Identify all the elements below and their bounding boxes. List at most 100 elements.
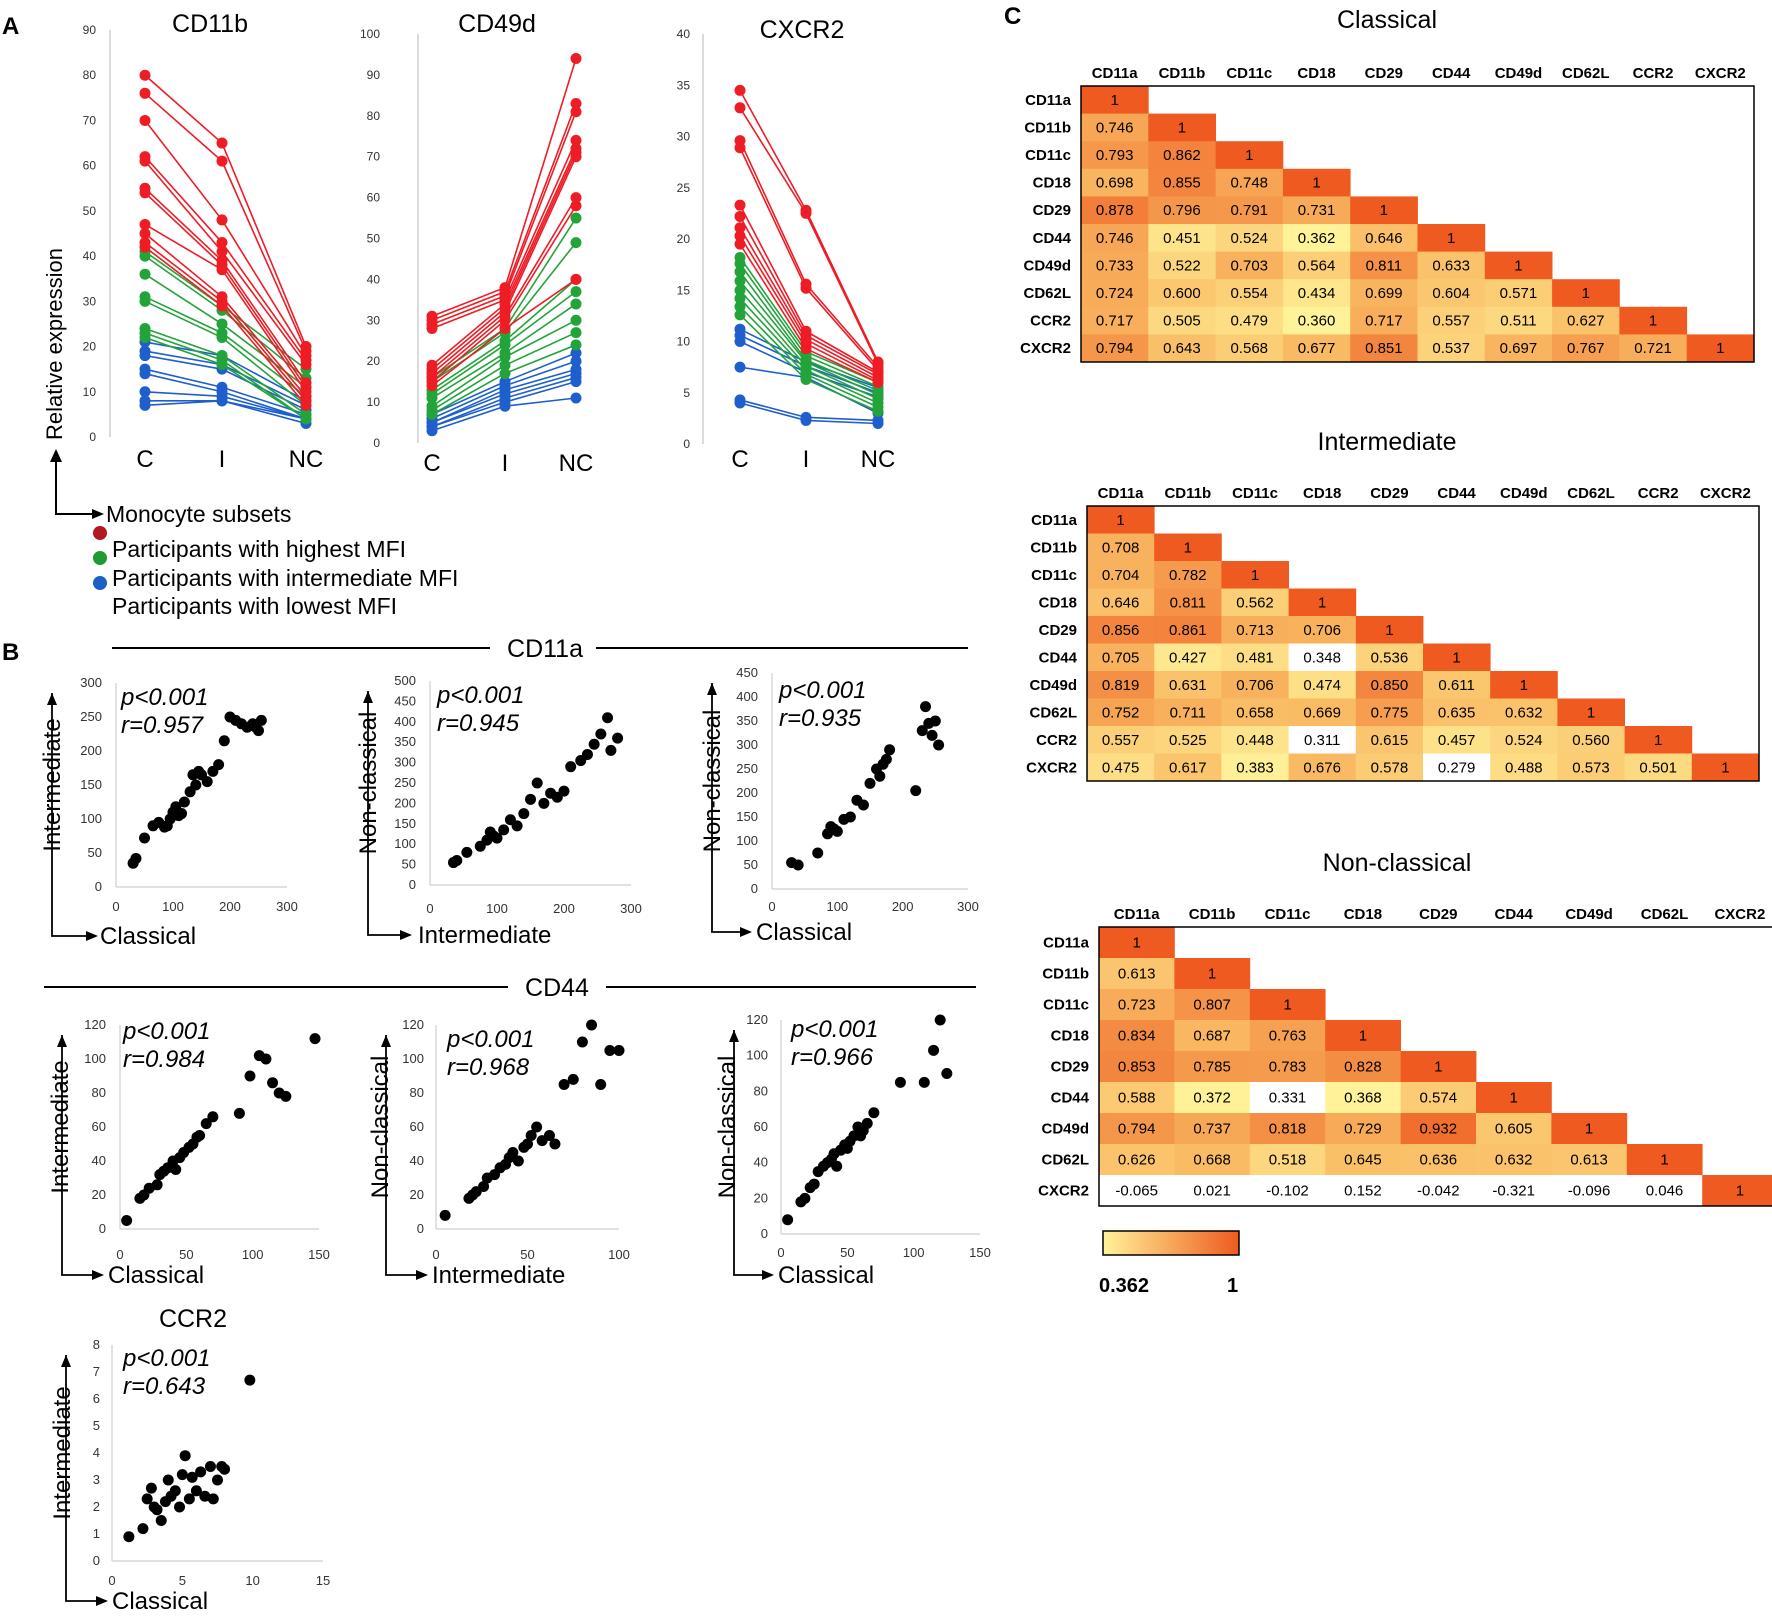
- heatmap-cell: [1355, 753, 1424, 782]
- scatter-point-7: [491, 832, 503, 844]
- scatter-point-10: [831, 1160, 843, 1172]
- heatmap-cell: [1148, 334, 1216, 363]
- series-11-point: [570, 237, 582, 249]
- scatter-point-24: [605, 744, 617, 756]
- heatmap-cell-value: 1: [1514, 257, 1522, 274]
- legend-subsets-label: Monocyte subsets: [106, 501, 291, 527]
- heatmap-cell: [1282, 168, 1351, 197]
- x-tick-label: 10: [245, 1573, 259, 1588]
- x-tick-label: 50: [179, 1247, 193, 1262]
- column-label: CD18: [1344, 906, 1382, 923]
- chart-title: CXCR2: [760, 16, 845, 44]
- x-tick-label: 150: [308, 1247, 330, 1262]
- scatter-point-24: [604, 1045, 616, 1056]
- series-22-point: [734, 397, 746, 409]
- x-category-label: C: [731, 446, 748, 473]
- heatmap-cell-value: 0.613: [1118, 966, 1156, 983]
- axis-arrow-line: [385, 1035, 426, 1276]
- y-tick-label: 90: [83, 23, 97, 37]
- x-axis-label: Classical: [756, 919, 852, 946]
- series-4-point: [734, 199, 746, 211]
- series-6-point: [570, 151, 582, 163]
- scatter-point-23: [219, 1463, 231, 1475]
- heatmap-cell-value: 1: [1184, 539, 1192, 556]
- heatmap-cell-value: 0.627: [1567, 313, 1605, 330]
- heatmap-cell: [1154, 671, 1222, 699]
- series-7-point: [139, 218, 151, 230]
- scatter-point-13: [522, 1138, 533, 1150]
- heatmap-cell-value: 0.737: [1193, 1121, 1231, 1138]
- series-26-point: [216, 395, 228, 407]
- heatmap-nonclassical: Non-classical CD11a CD11a CD11b CD11b CD11c CD…: [1038, 849, 1772, 1207]
- x-tick-label: 100: [162, 899, 184, 914]
- heatmap-cell-value: 1: [1582, 285, 1590, 302]
- series-3-point: [800, 282, 812, 294]
- row-label: CXCR2: [1026, 759, 1077, 776]
- x-axis-label: Classical: [778, 1262, 874, 1289]
- y-tick-label: 40: [83, 249, 97, 263]
- heatmap-cell-value: 0.677: [1298, 340, 1336, 357]
- heatmap-cell-value: 1: [1380, 202, 1388, 219]
- series-16-point: [499, 359, 511, 371]
- column-label: CD62L: [1641, 906, 1689, 923]
- x-tick-label: 50: [520, 1247, 534, 1262]
- y-tick-label: 20: [410, 1187, 424, 1202]
- series-14-point: [426, 392, 438, 404]
- scatter-point-12: [525, 793, 536, 805]
- row-label: CCR2: [1036, 732, 1077, 749]
- series-14-point: [734, 292, 746, 304]
- row-label: CD62L: [1041, 1152, 1089, 1169]
- heatmap-cell: [1215, 196, 1284, 225]
- scatter-point-2: [141, 1493, 153, 1505]
- series-13-point: [216, 318, 228, 330]
- heatmap-cell: [1154, 588, 1222, 617]
- panel-letter-b: B: [2, 639, 19, 666]
- heatmap-cell-value: 0.451: [1163, 230, 1201, 247]
- series-11-point: [734, 266, 746, 278]
- y-tick-label: 60: [367, 191, 381, 205]
- legend-arrow-right: [92, 509, 104, 519]
- scatter-point-17: [207, 1111, 219, 1123]
- heatmap-cell-value: 0.536: [1371, 649, 1409, 666]
- heatmap-cell: [1087, 506, 1155, 534]
- scatter-point-21: [926, 729, 938, 741]
- series-0-point: [139, 69, 151, 81]
- color-scale-min-label: 0.362: [1099, 1275, 1149, 1297]
- heatmap-cell: [1282, 279, 1351, 308]
- heatmap-cell-value: 0.752: [1102, 704, 1140, 721]
- heatmap-cell: [1355, 726, 1424, 754]
- heatmap-cell: [1148, 141, 1216, 170]
- series-24-point: [139, 386, 151, 398]
- r-value-label: r=0.984: [123, 1046, 205, 1073]
- scatter-point-23: [928, 1044, 940, 1056]
- series-18-point: [300, 413, 312, 425]
- row-label: CD44: [1039, 649, 1078, 666]
- scatter-point-14: [183, 1493, 195, 1505]
- heatmap-cell: [1484, 279, 1553, 308]
- heatmap-cell: [1417, 224, 1486, 252]
- axis-arrow-line: [733, 1030, 772, 1276]
- series-16-point: [872, 405, 884, 417]
- scatter-point-14: [525, 1130, 537, 1141]
- scatter-point-2: [812, 847, 824, 859]
- heatmap-cell-value: 1: [1447, 230, 1455, 247]
- heatmap-cell-value: 0.878: [1096, 202, 1134, 219]
- heatmap-cell: [1288, 753, 1357, 782]
- heatmap-cell-value: 0.537: [1432, 340, 1470, 357]
- scatter-point-20: [207, 1493, 219, 1505]
- y-tick-label: 80: [754, 1083, 768, 1098]
- row-label: CD11c: [1031, 567, 1077, 584]
- heatmap-cell: [1325, 1020, 1401, 1052]
- scatter-point-25: [613, 1045, 625, 1056]
- y-axis-label: Intermediate: [49, 1386, 76, 1519]
- series-6-point: [734, 222, 746, 234]
- scatter-point-17: [543, 1130, 555, 1141]
- series-18-point: [216, 359, 228, 371]
- column-label: CD44: [1432, 65, 1471, 82]
- column-label: CD11b: [1159, 65, 1206, 82]
- x-tick-label: 300: [276, 899, 298, 914]
- heatmap-cell-value: 0.525: [1169, 732, 1207, 749]
- axis-arrow-up: [61, 1355, 71, 1367]
- heatmap-cell-value: 0.368: [1344, 1090, 1382, 1107]
